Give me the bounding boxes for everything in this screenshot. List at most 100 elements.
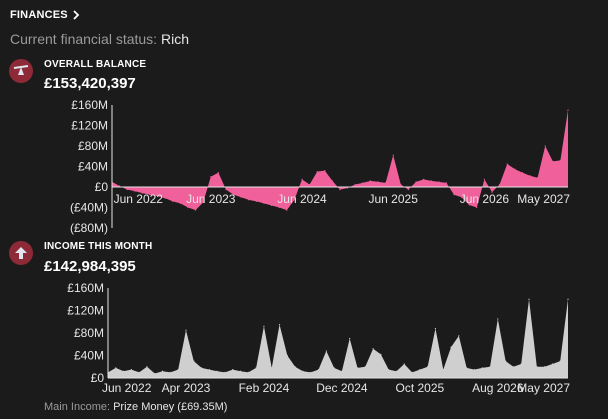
income-chart-point [349,338,351,340]
balance-chart-point [506,163,508,165]
income-chart-point [380,353,382,355]
balance-chart-y-tick-label: £80M [78,139,108,153]
balance-chart-point [453,194,455,196]
balance-chart-point [461,196,463,198]
balance-chart-point [483,178,485,180]
balance-chart-point [491,191,493,193]
income-chart-point [146,366,148,368]
balance-chart-point [385,182,387,184]
balance-chart-y-tick-label: £40M [78,160,108,174]
income-chart-point [481,367,483,369]
income-chart-point [403,363,405,365]
balance-chart-point [354,183,356,186]
income-chart-y-tick-label: £120M [67,304,104,318]
balance-chart-y-tick-label: (£80M) [70,221,108,235]
income-chart-point [138,371,140,373]
balance-chart-point [210,176,212,178]
income-chart-x-tick-label: Jun 2022 [102,381,152,395]
balance-chart-point [430,180,432,182]
balance-chart-y-tick-label: (£40M) [70,201,108,215]
income-chart-point [442,368,444,371]
balance-chart-point [369,180,371,182]
balance-chart-point [240,196,242,198]
income-chart-point [263,325,265,327]
finances-header-link[interactable]: FINANCES [10,9,80,21]
income-chart-point [395,370,398,372]
income-chart-point [388,368,390,371]
income-chart-y-tick-label: £80M [74,326,104,340]
income-chart-x-tick-label: Apr 2023 [162,381,211,395]
balance-chart-point [248,199,250,201]
balance-chart-y-tick-label: £160M [71,98,108,112]
balance-chart-point [126,188,128,191]
main-income-value: Prize Money (£69.35M) [113,401,228,413]
income-chart-point [473,368,476,371]
balance-chart-point [544,145,546,147]
balance-chart-point [202,201,204,203]
chevron-right-icon [72,10,80,20]
balance-chart-point [217,172,219,174]
income-chart-x-tick-label: Dec 2024 [316,381,368,395]
income-chart-point [497,318,499,320]
income-chart-point [247,371,249,373]
income-chart-point [278,323,281,326]
balance-chart-point [157,195,159,197]
income-chart-point [466,367,468,369]
income-chart-point [419,368,421,371]
income-chart-point [364,366,366,368]
balance-chart-point [438,181,440,183]
income-chart-point [255,367,257,369]
overall-balance-chart: £160M £120M £80M £40M £0 (£40M) (£80M) Jun 2022… [70,98,570,235]
income-chart-point [512,366,515,368]
income-chart-point [458,335,460,337]
seesaw-balance-icon [9,59,33,83]
income-chart-point [232,368,234,371]
balance-chart-x-tick-label: Jun 2024 [277,192,327,206]
income-chart-point [356,367,359,369]
income-chart-point [115,367,117,369]
income-chart-point [239,370,242,372]
arrow-up-icon [9,241,33,265]
balance-chart-point [331,180,333,182]
balance-chart-point [225,188,227,191]
balance-chart-point [499,183,501,186]
balance-chart-x-tick-label: Jun 2026 [460,192,510,206]
balance-chart-point [134,190,136,192]
finances-title: FINANCES [10,9,68,21]
income-chart-point [544,366,546,368]
balance-chart-point [187,206,189,209]
balance-chart-point [537,177,539,179]
income-chart-point [551,363,554,365]
income-chart-point [294,366,296,368]
balance-chart-point [309,183,311,186]
income-chart-x-tick-label: May 2027 [517,381,570,395]
balance-chart-point [362,182,364,184]
balance-chart-x-tick-label: May 2027 [517,192,570,206]
income-chart-point [177,368,179,371]
income-chart-point [317,368,320,371]
income-chart-point [122,370,125,372]
balance-chart-point [255,200,257,202]
balance-chart-point [514,168,516,170]
balance-chart-x-tick-label: Jun 2023 [186,192,236,206]
income-chart-point [169,371,171,373]
balance-chart-point [400,183,402,186]
financial-status: Current financial status: Rich [10,31,189,47]
overall-balance-value: £153,420,397 [44,75,136,92]
balance-chart-point [233,194,235,196]
balance-chart-point [164,197,166,199]
income-chart-x-tick-label: Oct 2025 [396,381,445,395]
balance-chart-point [476,206,478,209]
income-chart-y-tick-label: £160M [67,281,104,295]
income-chart-point [224,371,226,373]
balance-chart-point [149,194,151,196]
income-chart-point [567,298,569,300]
income-chart-point [434,327,437,330]
income-chart-y-tick-label: £0 [91,371,105,385]
balance-chart-point [392,154,394,156]
balance-chart-point [521,172,524,174]
balance-chart-point [263,202,265,204]
balance-chart-point [567,109,569,111]
balance-chart-point [347,187,349,189]
